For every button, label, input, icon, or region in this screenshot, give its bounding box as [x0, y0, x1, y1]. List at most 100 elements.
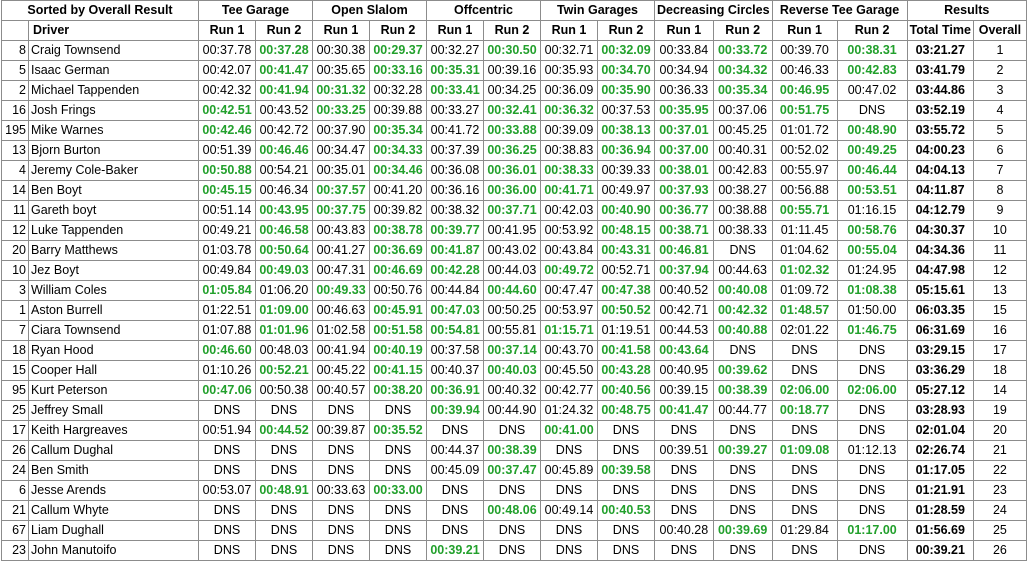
table-row: 195 Mike Warnes 00:42.46 00:42.72 00:37.90 00… [1, 120, 1027, 141]
run-time-cell: 00:43.64 [654, 340, 714, 361]
run-time-cell: 00:35.01 [312, 160, 370, 181]
run-time-cell: DNS [712, 340, 773, 361]
run-time-cell: 00:38.71 [654, 220, 714, 241]
run-time-cell: 00:32.09 [597, 40, 655, 61]
run-time-cell: 00:48.75 [597, 400, 655, 421]
run-time-cell: 00:54.81 [426, 320, 484, 341]
run-time-cell: 00:37.78 [198, 40, 256, 61]
total-time-cell: 05:27.12 [906, 380, 974, 401]
table-row: 3 William Coles 01:05.84 01:06.20 00:49.33 00… [1, 280, 1027, 301]
run-time-cell: 01:05.84 [198, 280, 256, 301]
col-header-driver: Driver [28, 20, 199, 41]
run-time-cell: 01:07.88 [198, 320, 256, 341]
run-time-cell: DNS [836, 100, 908, 121]
run-time-cell: 00:35.34 [712, 80, 773, 101]
run-time-cell: 00:30.50 [483, 40, 541, 61]
run-time-cell: 00:36.09 [540, 80, 598, 101]
overall-position-cell: 2 [972, 60, 1027, 81]
run-time-cell: 00:37.90 [312, 120, 370, 141]
col-header-run2: Run 2 [712, 20, 773, 41]
event-header-tee-garage: Tee Garage [198, 0, 313, 21]
run-time-cell: 00:40.31 [712, 140, 773, 161]
run-time-cell: 00:37.58 [426, 340, 484, 361]
overall-position-cell: 19 [972, 400, 1027, 421]
run-time-cell: DNS [771, 460, 838, 481]
overall-position-cell: 26 [972, 540, 1027, 561]
car-number-cell: 20 [1, 240, 29, 261]
run-time-cell: 00:55.04 [836, 240, 908, 261]
run-time-cell: 01:19.51 [597, 320, 655, 341]
run-time-cell: DNS [712, 540, 773, 561]
run-time-cell: 00:32.27 [426, 40, 484, 61]
run-time-cell: DNS [255, 440, 313, 461]
total-time-cell: 04:00.23 [906, 140, 974, 161]
run-time-cell: 00:53.07 [198, 480, 256, 501]
table-row: 23 John Manutoifo DNS DNS DNS DNS 00:39.21 DNS D… [1, 540, 1027, 561]
run-time-cell: 00:35.31 [426, 60, 484, 81]
run-time-cell: 00:34.47 [312, 140, 370, 161]
run-time-cell: DNS [771, 360, 838, 381]
col-header-run2: Run 2 [369, 20, 427, 41]
run-time-cell: DNS [483, 540, 541, 561]
run-time-cell: 00:55.81 [483, 320, 541, 341]
overall-position-cell: 12 [972, 260, 1027, 281]
run-time-cell: 01:15.71 [540, 320, 598, 341]
overall-position-cell: 6 [972, 140, 1027, 161]
car-number-cell: 1 [1, 300, 29, 321]
car-number-cell: 23 [1, 540, 29, 561]
table-row: 17 Keith Hargreaves 00:51.94 00:44.52 00:39.… [1, 420, 1027, 441]
run-time-cell: DNS [369, 520, 427, 541]
run-time-cell: 00:37.53 [597, 100, 655, 121]
run-time-cell: 00:38.27 [712, 180, 773, 201]
run-time-cell: 00:33.25 [312, 100, 370, 121]
run-time-cell: 00:39.16 [483, 60, 541, 81]
run-time-cell: 00:38.33 [712, 220, 773, 241]
run-time-cell: 00:39.88 [369, 100, 427, 121]
driver-name-cell: Callum Dughal [28, 440, 199, 461]
run-time-cell: 02:06.00 [836, 380, 908, 401]
driver-name-cell: Mike Warnes [28, 120, 199, 141]
driver-name-cell: Cooper Hall [28, 360, 199, 381]
run-time-cell: 00:33.16 [369, 60, 427, 81]
run-time-cell: 00:32.41 [483, 100, 541, 121]
col-header-run1: Run 1 [426, 20, 484, 41]
run-time-cell: 00:37.00 [654, 140, 714, 161]
run-time-cell: 01:08.38 [836, 280, 908, 301]
run-time-cell: 00:49.84 [198, 260, 256, 281]
run-time-cell: 00:30.38 [312, 40, 370, 61]
run-time-cell: DNS [771, 480, 838, 501]
run-time-cell: 00:40.56 [597, 380, 655, 401]
run-time-cell: 00:39.15 [654, 380, 714, 401]
run-time-cell: 00:43.84 [540, 240, 598, 261]
run-time-cell: 00:44.37 [426, 440, 484, 461]
driver-name-cell: Josh Frings [28, 100, 199, 121]
run-time-cell: DNS [712, 500, 773, 521]
run-time-cell: DNS [198, 400, 256, 421]
run-time-cell: 00:48.90 [836, 120, 908, 141]
car-number-cell: 10 [1, 260, 29, 281]
col-header-run2: Run 2 [597, 20, 655, 41]
run-time-cell: DNS [654, 540, 714, 561]
run-time-cell: 00:36.16 [426, 180, 484, 201]
overall-position-cell: 14 [972, 380, 1027, 401]
run-time-cell: DNS [540, 480, 598, 501]
run-time-cell: DNS [836, 540, 908, 561]
run-time-cell: 00:36.08 [426, 160, 484, 181]
driver-name-cell: Keith Hargreaves [28, 420, 199, 441]
run-time-cell: 00:51.75 [771, 100, 838, 121]
overall-position-cell: 4 [972, 100, 1027, 121]
event-header-row: Sorted by Overall Result Tee Garage Open… [1, 0, 1027, 21]
run-time-cell: 01:29.84 [771, 520, 838, 541]
run-time-cell: 00:49.25 [836, 140, 908, 161]
run-time-cell: 00:40.28 [654, 520, 714, 541]
run-time-cell: 00:42.83 [836, 60, 908, 81]
run-time-cell: DNS [198, 540, 256, 561]
run-time-cell: 00:46.63 [312, 300, 370, 321]
run-time-cell: 00:43.70 [540, 340, 598, 361]
total-time-cell: 03:41.79 [906, 60, 974, 81]
run-time-cell: DNS [255, 460, 313, 481]
run-time-cell: 00:50.52 [597, 300, 655, 321]
overall-position-cell: 18 [972, 360, 1027, 381]
run-time-cell: DNS [483, 420, 541, 441]
table-row: 18 Ryan Hood 00:46.60 00:48.03 00:41.94 00:40… [1, 340, 1027, 361]
